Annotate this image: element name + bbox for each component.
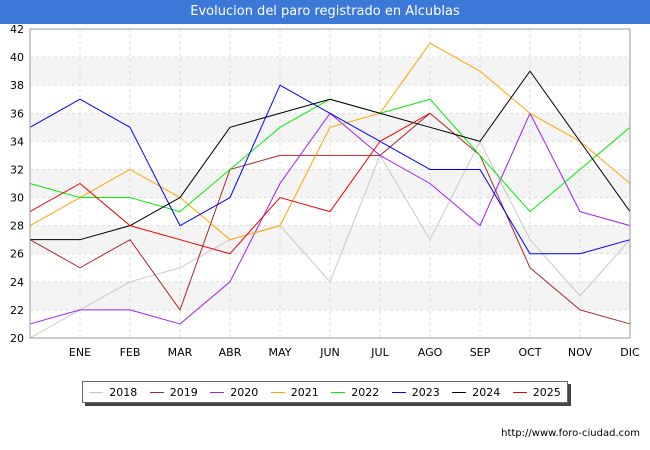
legend-label: 2025 — [532, 385, 561, 399]
x-tick-label: JUL — [370, 346, 389, 359]
x-tick-label: FEB — [120, 346, 141, 359]
legend-swatch — [89, 391, 104, 393]
x-tick-label: SEP — [470, 346, 491, 359]
y-tick-label: 26 — [10, 248, 24, 261]
x-tick-label: JUN — [319, 346, 340, 359]
series-line-2021 — [29, 42, 631, 241]
legend-swatch — [512, 391, 527, 393]
legend-label: 2022 — [351, 385, 380, 399]
x-tick-label: NOV — [568, 346, 593, 359]
legend-label: 2019 — [169, 385, 198, 399]
legend-item-2021: 2021 — [270, 385, 319, 399]
legend-label: 2018 — [109, 385, 138, 399]
legend-swatch — [210, 391, 225, 393]
legend-swatch — [331, 391, 346, 393]
series-line-2025 — [29, 112, 431, 255]
plot-background — [30, 29, 630, 338]
y-tick-label: 36 — [10, 107, 24, 120]
legend-item-2022: 2022 — [331, 386, 379, 399]
legend-item-2023: 2023 — [391, 385, 440, 399]
legend-swatch — [149, 391, 164, 393]
legend-item-2018: 2018 — [89, 386, 137, 399]
series-lines — [29, 42, 631, 339]
y-tick-label: 28 — [10, 220, 24, 233]
y-tick-label: 20 — [10, 332, 24, 345]
x-tick-label: MAR — [168, 346, 193, 359]
y-tick-label: 32 — [10, 163, 24, 176]
series-line-2023 — [29, 84, 631, 255]
legend-label: 2023 — [411, 385, 440, 399]
y-tick-label: 38 — [10, 79, 24, 92]
legend-label: 2024 — [472, 385, 501, 399]
x-tick-label: DIC — [620, 346, 640, 359]
plot-frame — [29, 28, 631, 339]
chart-title: Evolucion del paro registrado en Alcubla… — [0, 0, 650, 24]
series-line-2019 — [29, 112, 631, 325]
y-tick-label: 24 — [10, 276, 24, 289]
footer-url[interactable]: http://www.foro-ciudad.com — [501, 428, 640, 439]
legend-swatch — [270, 391, 285, 393]
legend-swatch — [452, 391, 467, 393]
legend-item-2019: 2019 — [149, 385, 198, 399]
legend: 2018 2019 2020 2021 2022 2023 2024 2025 — [82, 381, 568, 403]
series-line-2018 — [29, 140, 631, 339]
legend-item-2020: 2020 — [210, 386, 258, 399]
legend-item-2024: 2024 — [452, 386, 500, 399]
axes: 20 22 24 26 28 30 32 34 36 38 40 42 ENE FEB MAR ABR MAY J… — [10, 23, 640, 359]
x-tick-label: ABR — [219, 346, 242, 359]
legend-label: 2020 — [230, 385, 259, 399]
y-tick-label: 30 — [10, 192, 24, 205]
x-tick-label: OCT — [518, 346, 541, 359]
y-tick-label: 34 — [10, 135, 24, 148]
legend-item-2025: 2025 — [512, 385, 561, 399]
legend-label: 2021 — [290, 385, 319, 399]
x-tick-label: ENE — [69, 346, 91, 359]
x-tick-label: MAY — [269, 346, 292, 359]
x-tick-label: AGO — [418, 346, 443, 359]
y-tick-label: 22 — [10, 304, 24, 317]
y-tick-label: 42 — [10, 23, 24, 36]
legend-swatch — [391, 391, 406, 393]
y-tick-label: 40 — [10, 51, 24, 64]
